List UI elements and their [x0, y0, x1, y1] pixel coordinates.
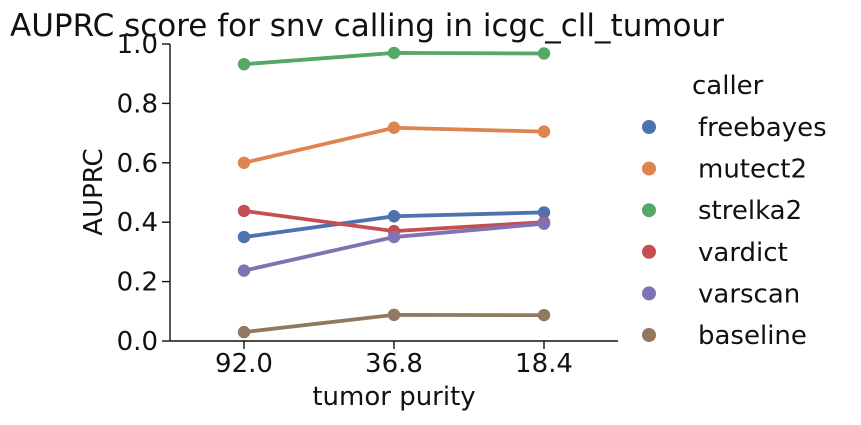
data-point-strelka2-18.4	[537, 47, 551, 60]
y-tick-label: 1.0	[117, 30, 158, 60]
x-tick-label: 36.8	[365, 349, 423, 379]
x-axis-label: tumor purity	[312, 382, 475, 412]
legend-label-freebayes: freebayes	[698, 113, 827, 143]
x-tick-label: 92.0	[215, 349, 273, 379]
legend-item-mutect2: mutect2	[642, 155, 807, 185]
legend-items: freebayes mutect2 strelka2 vardict varscan ba…	[642, 113, 827, 351]
data-point-mutect2-92.0	[237, 156, 251, 169]
data-point-vardict-92.0	[237, 204, 251, 218]
data-point-mutect2-18.4	[537, 125, 551, 138]
legend-marker-vardict	[642, 244, 656, 259]
y-tick-label: 0.2	[117, 268, 158, 298]
y-ticks: 0.0 0.2 0.4 0.6 0.8 1.0	[117, 30, 170, 357]
legend-label-baseline: baseline	[698, 321, 807, 351]
data-point-strelka2-92.0	[237, 57, 251, 71]
data-point-strelka2-36.8	[387, 46, 401, 60]
legend-item-freebayes: freebayes	[642, 113, 827, 143]
y-tick-label: 0.4	[117, 208, 158, 238]
y-tick-label: 0.8	[117, 89, 158, 119]
legend-marker-freebayes	[642, 120, 656, 134]
legend-marker-varscan	[642, 286, 656, 301]
data-point-varscan-92.0	[237, 264, 251, 277]
legend-label-strelka2: strelka2	[698, 196, 802, 226]
data-point-baseline-92.0	[237, 325, 251, 339]
legend-label-mutect2: mutect2	[698, 155, 807, 185]
y-axis-label: AUPRC	[79, 148, 109, 235]
y-tick-label: 0.0	[117, 327, 158, 357]
series-mutect2	[237, 121, 551, 169]
series-baseline	[237, 308, 551, 339]
data-point-freebayes-92.0	[237, 230, 251, 244]
legend-item-strelka2: strelka2	[642, 196, 802, 226]
legend-item-varscan: varscan	[642, 279, 800, 309]
series-freebayes	[237, 206, 551, 244]
data-point-baseline-18.4	[537, 308, 551, 322]
data-point-varscan-36.8	[387, 230, 401, 244]
axes	[169, 44, 618, 342]
data-point-mutect2-36.8	[387, 121, 401, 134]
legend: caller freebayes mutect2 strelka2 vardict va…	[642, 71, 827, 351]
x-ticks: 92.0 36.8 18.4	[215, 341, 573, 379]
data-point-varscan-18.4	[537, 217, 551, 230]
series-varscan	[237, 217, 551, 277]
data-point-freebayes-18.4	[537, 206, 551, 219]
y-tick-label: 0.6	[117, 149, 158, 179]
legend-marker-strelka2	[642, 203, 656, 218]
data-point-baseline-36.8	[387, 308, 401, 322]
data-point-freebayes-36.8	[387, 210, 401, 223]
legend-item-vardict: vardict	[642, 238, 788, 268]
series-group	[237, 46, 551, 339]
chart-title: AUPRC score for snv calling in icgc_cll_…	[10, 8, 724, 44]
legend-marker-mutect2	[642, 161, 656, 176]
legend-label-varscan: varscan	[698, 279, 800, 309]
legend-title: caller	[692, 71, 764, 101]
legend-item-baseline: baseline	[642, 321, 807, 351]
series-strelka2	[237, 46, 551, 71]
x-tick-label: 18.4	[515, 349, 573, 379]
legend-marker-baseline	[642, 328, 656, 342]
legend-label-vardict: vardict	[698, 238, 788, 268]
